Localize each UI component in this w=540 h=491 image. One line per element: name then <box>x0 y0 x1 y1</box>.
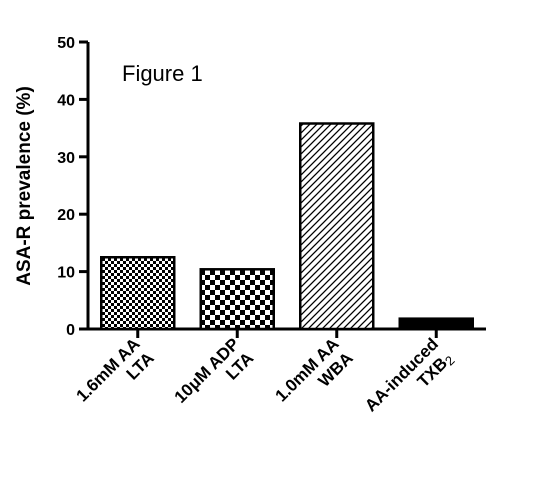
chart-title: Figure 1 <box>122 61 203 86</box>
y-tick-label: 20 <box>57 207 75 224</box>
y-axis-title: ASA-R prevalence (%) <box>14 86 35 286</box>
y-tick-label: 0 <box>66 322 75 339</box>
y-tick-label: 10 <box>57 265 75 282</box>
y-tick-label: 50 <box>57 35 75 52</box>
bars <box>100 122 474 331</box>
y-tick-label: 40 <box>57 92 75 109</box>
y-ticks: 0 10 20 30 40 50 <box>57 35 88 339</box>
y-tick-label: 30 <box>57 150 75 167</box>
bar <box>398 317 474 331</box>
bar <box>199 268 275 331</box>
x-ticks <box>136 329 438 338</box>
bar <box>100 256 176 331</box>
bar <box>299 122 375 331</box>
